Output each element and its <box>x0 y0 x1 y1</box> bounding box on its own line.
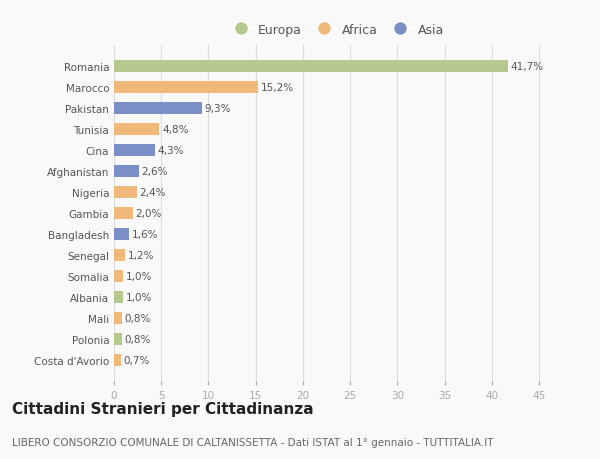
Text: 0,7%: 0,7% <box>124 355 150 365</box>
Text: 0,8%: 0,8% <box>124 313 151 323</box>
Bar <box>114 82 257 94</box>
Bar <box>114 187 137 198</box>
Bar <box>114 166 139 177</box>
Bar <box>114 103 202 114</box>
Bar <box>114 124 160 135</box>
Bar <box>114 229 129 240</box>
Bar <box>114 291 124 303</box>
Legend: Europa, Africa, Asia: Europa, Africa, Asia <box>223 19 449 42</box>
Text: 2,0%: 2,0% <box>136 208 162 218</box>
Text: 2,6%: 2,6% <box>142 167 168 177</box>
Text: 15,2%: 15,2% <box>260 83 293 93</box>
Text: 9,3%: 9,3% <box>205 104 231 114</box>
Text: 1,2%: 1,2% <box>128 250 155 260</box>
Bar <box>114 313 122 324</box>
Bar <box>114 250 125 261</box>
Bar <box>114 270 124 282</box>
Bar <box>114 145 155 157</box>
Bar <box>114 61 508 73</box>
Text: 1,0%: 1,0% <box>126 271 152 281</box>
Text: 0,8%: 0,8% <box>124 334 151 344</box>
Text: 1,6%: 1,6% <box>132 230 158 239</box>
Text: 41,7%: 41,7% <box>511 62 544 72</box>
Bar <box>114 333 122 345</box>
Text: Cittadini Stranieri per Cittadinanza: Cittadini Stranieri per Cittadinanza <box>12 401 314 416</box>
Text: 2,4%: 2,4% <box>140 188 166 197</box>
Text: 4,8%: 4,8% <box>162 125 188 134</box>
Bar <box>114 354 121 366</box>
Text: LIBERO CONSORZIO COMUNALE DI CALTANISSETTA - Dati ISTAT al 1° gennaio - TUTTITAL: LIBERO CONSORZIO COMUNALE DI CALTANISSET… <box>12 437 493 447</box>
Text: 1,0%: 1,0% <box>126 292 152 302</box>
Text: 4,3%: 4,3% <box>157 146 184 156</box>
Bar <box>114 207 133 219</box>
